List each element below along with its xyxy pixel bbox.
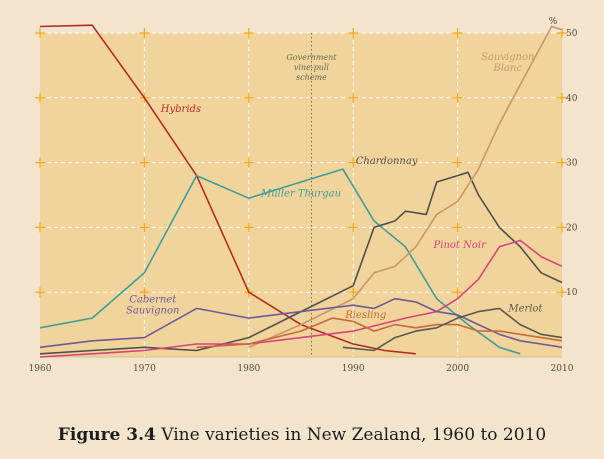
figure-title: Vine varieties in New Zealand, 1960 to 2…	[161, 425, 547, 445]
figure-number: Figure 3.4	[57, 425, 156, 445]
y-tick-label: 10	[566, 288, 578, 298]
x-tick-label: 1970	[133, 364, 156, 374]
series-line	[39, 171, 563, 355]
series-line	[342, 307, 563, 352]
x-tick-label: 1980	[237, 364, 260, 374]
series-line	[39, 24, 416, 355]
y-tick-label: 40	[566, 94, 578, 104]
series-label: Müller Thurgau	[260, 188, 341, 199]
y-tick-label: 50	[566, 29, 578, 39]
series-line	[39, 239, 563, 358]
series-label: Merlot	[507, 304, 543, 315]
series-label: Sauvignon Blanc	[481, 52, 534, 74]
series-label: Riesling	[344, 310, 386, 321]
plot-area	[40, 33, 562, 357]
series-label: Pinot Noir	[433, 240, 488, 251]
series-line	[39, 297, 563, 349]
series-label: Chardonnay	[356, 156, 418, 167]
x-tick-label: 2000	[446, 364, 469, 374]
series-line	[248, 25, 563, 349]
series-line	[39, 168, 521, 355]
figure-caption: Figure 3.4 Vine varieties in New Zealand…	[0, 425, 604, 445]
y-unit-label: %	[549, 17, 558, 27]
series-line	[196, 317, 563, 349]
annotation-label: Government vine-pull scheme	[286, 53, 337, 82]
series-label: Hybrids	[160, 104, 201, 115]
y-tick-label: 20	[566, 223, 578, 233]
x-tick-label: 1960	[29, 364, 52, 374]
x-tick-label: 1990	[342, 364, 365, 374]
x-tick-label: 2010	[551, 364, 574, 374]
y-tick-label: 30	[566, 159, 578, 169]
series-label: Cabernet Sauvignon	[126, 295, 179, 317]
line-chart: 1960 1970 1980 1990 2000 20101020304050%Gover…	[29, 17, 578, 374]
